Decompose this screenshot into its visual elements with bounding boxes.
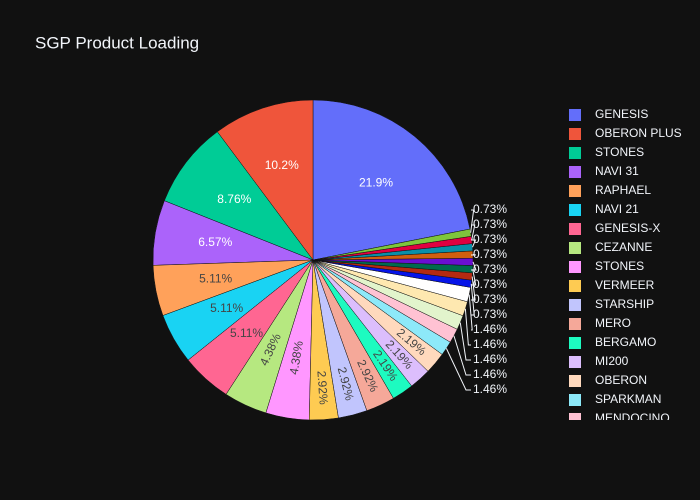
slice-label: 0.73% bbox=[473, 217, 507, 231]
legend-swatch bbox=[569, 356, 581, 368]
legend-swatch bbox=[569, 375, 581, 387]
slice-label: 5.11% bbox=[199, 271, 232, 285]
slice-label: 21.9% bbox=[359, 176, 393, 190]
legend-label: GENESIS bbox=[595, 107, 648, 121]
legend-label: CEZANNE bbox=[595, 240, 652, 254]
legend-swatch bbox=[569, 394, 581, 406]
chart-title: SGP Product Loading bbox=[35, 33, 199, 52]
legend-label: GENESIS-X bbox=[595, 221, 660, 235]
leader-line bbox=[470, 283, 475, 316]
legend-swatch bbox=[569, 280, 581, 292]
leader-line bbox=[453, 335, 471, 376]
legend-label: NAVI 21 bbox=[595, 202, 639, 216]
legend: GENESIS OBERON PLUS STONES NAVI 31 RAPHAEL NA… bbox=[569, 107, 682, 425]
pie-slice bbox=[164, 131, 314, 261]
legend-swatch bbox=[569, 204, 581, 216]
slice-label: 0.73% bbox=[473, 292, 507, 306]
slice-label: 0.73% bbox=[473, 202, 507, 216]
legend-swatch bbox=[569, 128, 581, 140]
slice-label: 5.11% bbox=[230, 326, 263, 340]
leader-line bbox=[459, 322, 471, 361]
legend-label: OBERON bbox=[595, 373, 647, 387]
legend-swatch bbox=[569, 223, 581, 235]
slice-label: 0.73% bbox=[473, 307, 507, 321]
leader-line bbox=[468, 294, 473, 331]
slice-label: 1.46% bbox=[473, 322, 507, 336]
pie: 21.9% 10.2% 8.76% 6.57% 5.11% 5.11% 5.11% 4.38%… bbox=[152, 99, 507, 421]
slice-label: 2.92% bbox=[314, 370, 330, 405]
legend-label: MENDOCINO bbox=[595, 411, 670, 425]
pie-slice bbox=[312, 228, 472, 261]
legend-swatch bbox=[569, 337, 581, 349]
legend-swatch bbox=[569, 413, 581, 420]
legend-label: SPARKMAN bbox=[595, 392, 661, 406]
legend-label: BERGAMO bbox=[595, 335, 656, 349]
legend-label: VERMEER bbox=[595, 278, 655, 292]
slice-label: 0.73% bbox=[473, 232, 507, 246]
slice-label: 0.73% bbox=[473, 247, 507, 261]
slice-label: 0.73% bbox=[473, 262, 507, 276]
slice-label: 1.46% bbox=[473, 352, 507, 366]
slice-label: 1.46% bbox=[473, 337, 507, 351]
legend-label: MI200 bbox=[595, 354, 629, 368]
slice-label: 0.73% bbox=[473, 277, 507, 291]
leader-line bbox=[471, 224, 476, 241]
legend-swatch bbox=[569, 261, 581, 273]
legend-swatch bbox=[569, 185, 581, 197]
slice-label: 8.76% bbox=[217, 192, 251, 206]
pie-slice bbox=[312, 99, 471, 261]
legend-label: STARSHIP bbox=[595, 297, 654, 311]
leader-line bbox=[471, 239, 477, 248]
legend-label: RAPHAEL bbox=[595, 183, 651, 197]
slice-label: 6.57% bbox=[198, 235, 232, 249]
legend-swatch bbox=[569, 242, 581, 254]
pie-slice bbox=[216, 99, 314, 261]
legend-label: STONES bbox=[595, 259, 644, 273]
legend-label: NAVI 31 bbox=[595, 164, 639, 178]
legend-swatch bbox=[569, 318, 581, 330]
legend-swatch bbox=[569, 166, 581, 178]
legend-label: MERO bbox=[595, 316, 631, 330]
leader-line bbox=[445, 348, 471, 391]
legend-label: STONES bbox=[595, 145, 644, 159]
legend-swatch bbox=[569, 147, 581, 159]
legend-label: OBERON PLUS bbox=[595, 126, 682, 140]
slice-label: 1.46% bbox=[473, 367, 507, 381]
slice-label: 4.38% bbox=[287, 340, 306, 376]
slice-label: 5.11% bbox=[210, 301, 243, 315]
legend-swatch bbox=[569, 109, 581, 121]
slice-label: 10.2% bbox=[265, 158, 299, 172]
slice-label: 1.46% bbox=[473, 382, 507, 396]
leader-line bbox=[464, 308, 471, 346]
leader-line bbox=[471, 269, 477, 286]
legend-swatch bbox=[569, 299, 581, 311]
